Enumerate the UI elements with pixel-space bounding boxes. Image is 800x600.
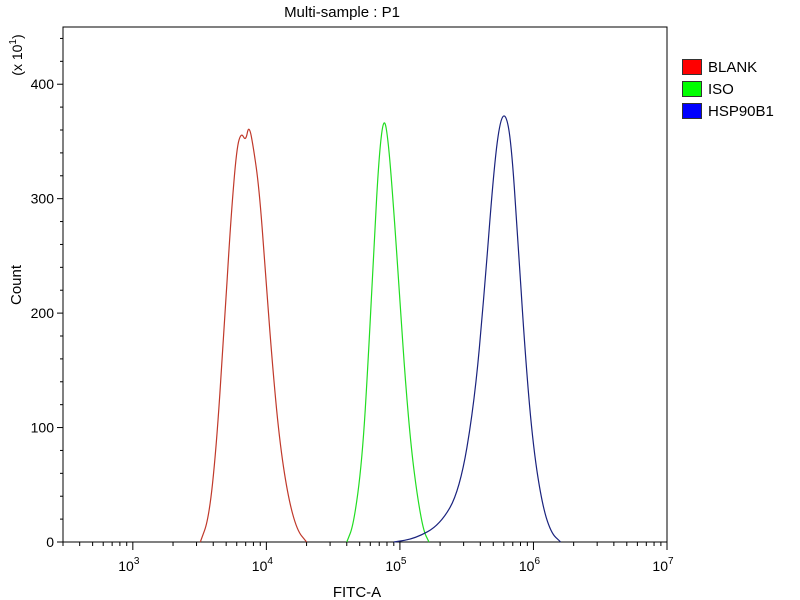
legend-label: BLANK: [708, 58, 758, 76]
x-tick-base: 10: [652, 558, 668, 574]
legend-item-hsp90b1: HSP90B1: [682, 100, 774, 122]
y-tick-label: 200: [31, 305, 55, 321]
legend-label: HSP90B1: [708, 102, 774, 120]
x-tick-label: 107: [652, 556, 674, 574]
x-tick-exp: 7: [668, 556, 674, 567]
y-multiplier-exp: 1: [8, 39, 19, 45]
x-tick-label: 103: [118, 556, 140, 574]
series-line-blank: [199, 128, 308, 543]
y-tick-label: 0: [46, 534, 54, 550]
x-tick-exp: 6: [534, 556, 540, 567]
x-axis-label: FITC-A: [333, 584, 381, 600]
chart-title: Multi-sample : P1: [284, 4, 400, 21]
series-line-hsp90b1: [393, 115, 562, 543]
y-axis-label: Count: [8, 264, 25, 305]
x-tick-base: 10: [118, 558, 134, 574]
plot-frame: [62, 26, 668, 543]
series-layer: [199, 115, 562, 543]
x-tick-label: 104: [252, 556, 274, 574]
legend-swatch: [682, 59, 702, 75]
y-multiplier-label: (x 101): [8, 34, 25, 75]
x-tick-label: 106: [519, 556, 541, 574]
x-tick-exp: 4: [267, 556, 273, 567]
x-tick-exp: 5: [401, 556, 407, 567]
legend-item-blank: BLANK: [682, 56, 774, 78]
legend-swatch: [682, 81, 702, 97]
x-axis: 103 104 105 106 107: [62, 542, 674, 574]
legend-item-iso: ISO: [682, 78, 774, 100]
y-tick-label: 100: [31, 420, 55, 436]
y-multiplier-base: (x 10: [9, 44, 25, 75]
legend-swatch: [682, 103, 702, 119]
y-axis: 0 100 200 300 400: [31, 37, 63, 550]
x-tick-base: 10: [519, 558, 535, 574]
y-tick-label: 400: [31, 76, 55, 92]
legend: BLANK ISO HSP90B1: [682, 56, 774, 122]
x-tick-base: 10: [252, 558, 268, 574]
x-tick-label: 105: [385, 556, 407, 574]
y-tick-label: 300: [31, 191, 55, 207]
series-line-iso: [346, 122, 430, 543]
x-tick-exp: 3: [134, 556, 140, 567]
legend-label: ISO: [708, 80, 734, 98]
x-tick-base: 10: [385, 558, 401, 574]
